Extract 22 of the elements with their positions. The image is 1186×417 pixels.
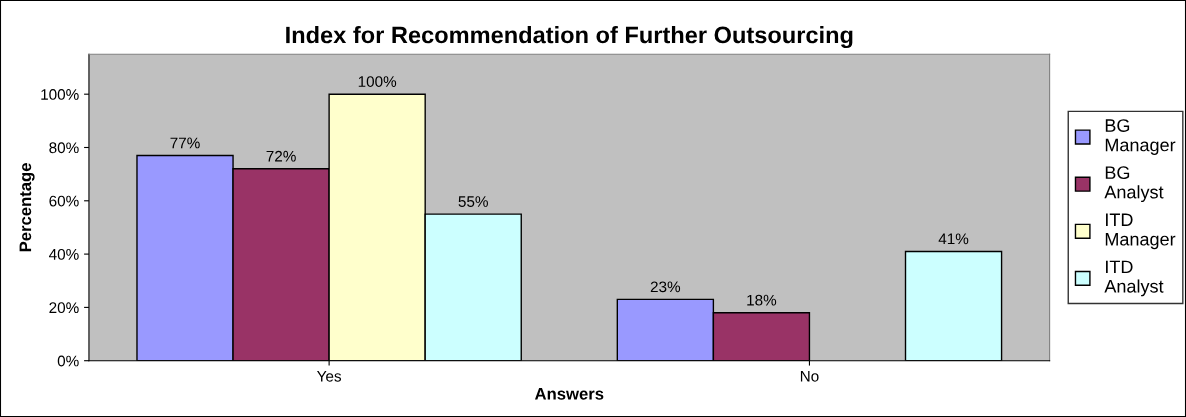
data-label: 100% (358, 76, 397, 87)
legend-label: ITD Analyst (1104, 260, 1164, 297)
data-label: 18% (747, 294, 777, 306)
y-tick-label: 80% (49, 142, 79, 154)
y-tick-label: 0% (57, 355, 79, 367)
y-tick-label: 20% (49, 302, 79, 314)
data-label: 41% (938, 233, 969, 245)
x-tick-label: Yes (316, 370, 342, 382)
legend-label: BG Manager (1105, 119, 1176, 155)
legend-label: BG Analyst (1104, 166, 1164, 203)
data-label: 55% (458, 196, 488, 207)
y-tick-label: 40% (49, 248, 79, 260)
data-label: 23% (650, 281, 681, 293)
y-tick-label: 100% (41, 89, 79, 100)
x-tick-label: No (800, 370, 819, 382)
data-label: 72% (266, 150, 296, 162)
x-axis-title: Answers (534, 388, 604, 400)
y-tick-label: 60% (49, 195, 79, 207)
legend-label: ITD Manager (1105, 213, 1176, 250)
data-label: 77% (170, 137, 200, 149)
chart-title: Index for Recommendation of Further Outsourcing (286, 25, 853, 49)
y-axis-title: Percentage (19, 163, 35, 252)
